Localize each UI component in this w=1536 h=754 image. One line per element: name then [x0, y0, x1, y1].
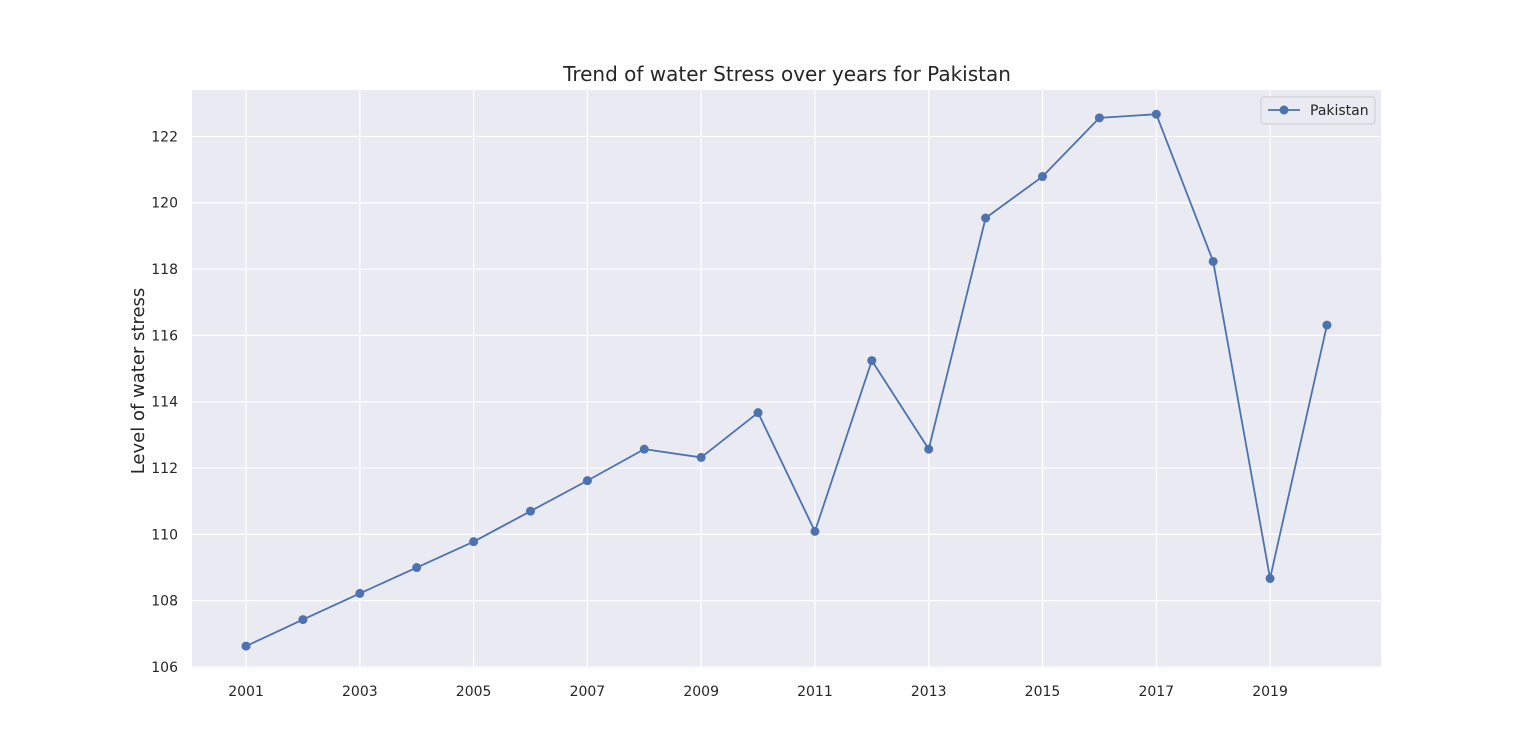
data-point — [639, 444, 649, 454]
y-tick-label: 112 — [151, 461, 178, 477]
y-tick-label: 114 — [151, 395, 178, 411]
data-point — [924, 444, 934, 454]
data-point — [355, 588, 365, 598]
data-point — [696, 452, 706, 462]
x-tick-label: 2005 — [456, 684, 492, 700]
x-tick-label: 2011 — [797, 684, 833, 700]
data-point — [867, 356, 877, 366]
data-point — [298, 615, 308, 625]
data-point — [1208, 256, 1218, 266]
series-layer — [241, 109, 1332, 651]
y-tick-label: 106 — [151, 660, 178, 676]
plot-area — [192, 90, 1381, 668]
y-axis-label: Level of water stress — [128, 288, 149, 475]
x-tick-label: 2013 — [911, 684, 947, 700]
data-point — [241, 641, 251, 651]
x-gridlines — [245, 90, 1271, 668]
data-point — [469, 537, 479, 547]
data-point — [1038, 172, 1048, 182]
data-point — [981, 213, 991, 223]
legend: Pakistan — [1260, 96, 1376, 125]
data-point — [1094, 113, 1104, 123]
data-point — [753, 408, 763, 418]
data-point — [525, 506, 535, 516]
data-point — [412, 563, 422, 573]
y-tick-label: 110 — [151, 527, 178, 543]
data-point — [1151, 109, 1161, 119]
data-point — [810, 526, 820, 536]
series-line-pakistan — [245, 113, 1328, 647]
x-axis-ticks: 2001 2003 2005 2007 2009 2011 2013 2015 2017 2019 — [228, 684, 1288, 700]
chart-title: Trend of water Stress over years for Pak… — [562, 62, 1011, 86]
y-tick-label: 122 — [151, 129, 178, 145]
y-tick-label: 118 — [151, 262, 178, 278]
x-tick-label: 2017 — [1138, 684, 1174, 700]
data-point — [1322, 320, 1332, 330]
y-axis-ticks: 106 108 110 112 114 116 118 120 122 — [151, 129, 178, 676]
y-gridlines — [192, 135, 1381, 668]
legend-marker-pakistan — [1279, 105, 1289, 115]
y-tick-label: 108 — [151, 594, 178, 610]
y-tick-label: 120 — [151, 196, 178, 212]
x-tick-label: 2007 — [570, 684, 606, 700]
x-tick-label: 2001 — [228, 684, 264, 700]
x-tick-label: 2009 — [683, 684, 719, 700]
legend-box — [1260, 96, 1376, 125]
x-tick-label: 2003 — [342, 684, 378, 700]
y-tick-label: 116 — [151, 328, 178, 344]
legend-label-pakistan: Pakistan — [1310, 103, 1369, 119]
data-point — [582, 476, 592, 486]
x-tick-label: 2019 — [1252, 684, 1288, 700]
data-point — [1265, 573, 1275, 583]
x-tick-label: 2015 — [1025, 684, 1061, 700]
